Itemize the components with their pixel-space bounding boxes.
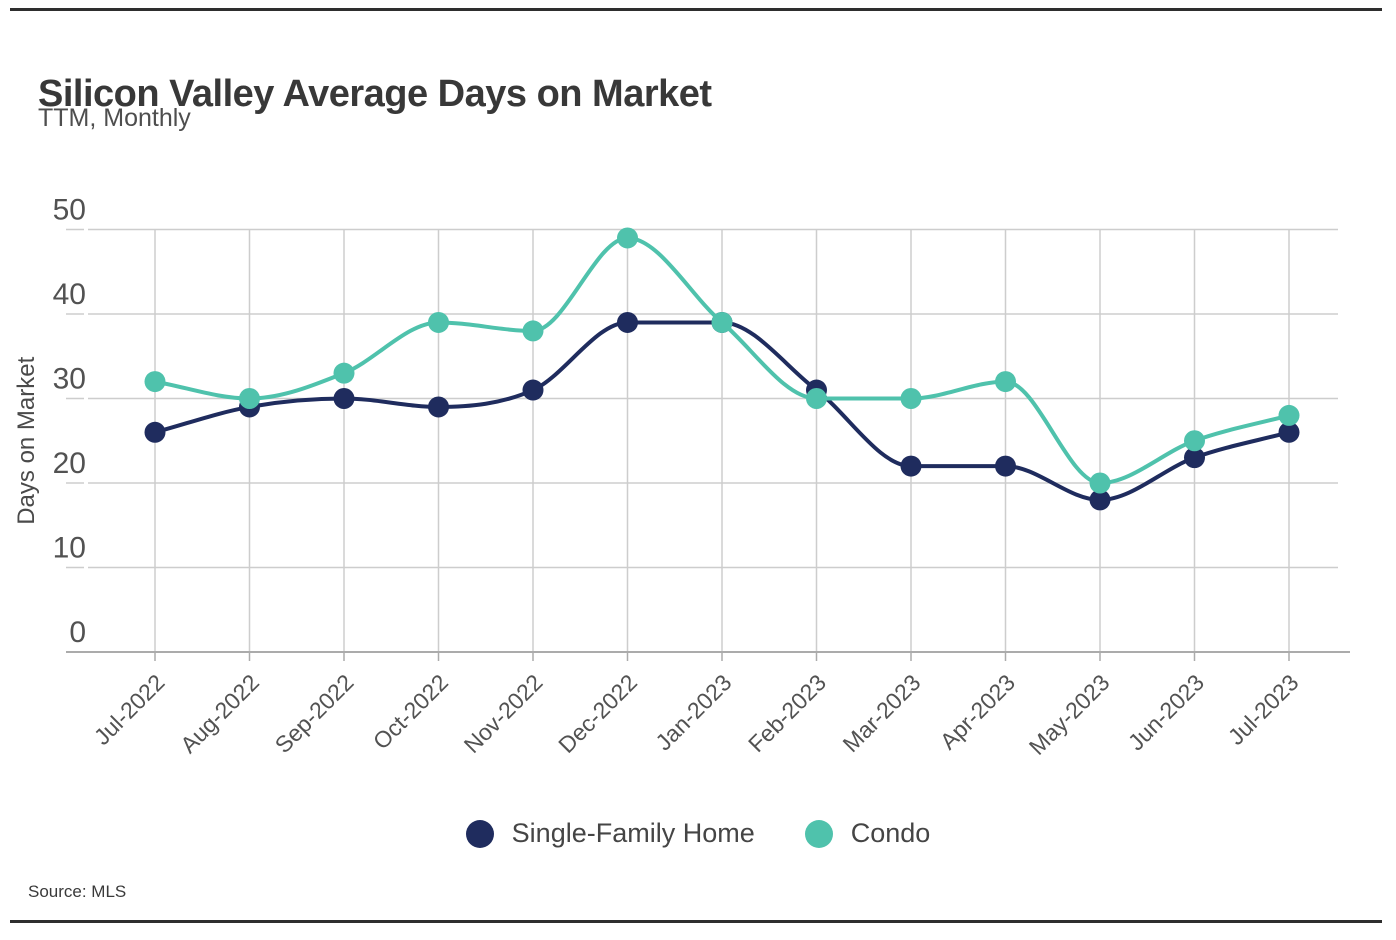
x-tick-label: Mar-2023 <box>838 669 926 757</box>
legend-item-condo: Condo <box>804 818 931 849</box>
data-point-condo <box>144 371 166 393</box>
legend: Single-Family Home Condo <box>0 818 1396 849</box>
x-tick-label: Apr-2023 <box>935 669 1020 754</box>
data-point-single-family-home <box>144 421 166 443</box>
data-point-condo <box>522 320 544 342</box>
y-axis-title: Days on Market <box>13 356 40 524</box>
x-tick-label: Jan-2023 <box>650 669 736 755</box>
legend-dot-single-family-home <box>465 819 494 848</box>
y-tick-label: 0 <box>69 616 86 649</box>
data-point-condo <box>1184 430 1205 452</box>
data-point-single-family-home <box>1089 489 1111 511</box>
x-tick-label: Aug-2022 <box>175 669 264 758</box>
legend-item-single-family-home: Single-Family Home <box>465 818 755 849</box>
data-point-condo <box>806 388 827 409</box>
y-tick-label: 30 <box>53 363 86 396</box>
x-tick-label: Dec-2022 <box>553 669 642 758</box>
data-point-condo <box>333 362 355 384</box>
data-point-condo <box>995 371 1016 393</box>
data-point-single-family-home <box>900 455 922 477</box>
data-point-single-family-home <box>995 455 1016 477</box>
chart-subtitle: TTM, Monthly <box>38 104 191 132</box>
data-point-condo <box>900 388 922 409</box>
x-tick-label: Jun-2023 <box>1123 669 1209 755</box>
x-tick-label: Feb-2023 <box>743 669 831 757</box>
x-tick-label: Oct-2022 <box>368 669 453 754</box>
legend-label-single-family-home: Single-Family Home <box>511 818 755 848</box>
data-point-single-family-home <box>1184 447 1205 469</box>
x-tick-label: Sep-2022 <box>270 669 359 758</box>
y-tick-label: 10 <box>53 532 86 565</box>
data-point-condo <box>711 311 733 333</box>
y-tick-label: 20 <box>53 447 86 480</box>
x-tick-label: Jul-2023 <box>1223 669 1304 750</box>
y-tick-label: 50 <box>53 194 86 227</box>
data-point-single-family-home <box>333 388 355 409</box>
x-tick-label: Jul-2022 <box>89 669 170 750</box>
data-point-single-family-home <box>522 379 544 401</box>
source-note: Source: MLS <box>28 882 127 901</box>
data-point-single-family-home <box>1278 421 1300 443</box>
chart-title: Silicon Valley Average Days on Market <box>38 73 712 116</box>
data-point-single-family-home <box>428 396 449 418</box>
data-point-condo <box>1089 472 1111 494</box>
top-rule <box>10 8 1382 11</box>
data-point-condo <box>428 311 449 333</box>
data-point-single-family-home <box>617 311 638 333</box>
data-point-condo <box>239 388 260 409</box>
data-point-condo <box>1278 404 1300 426</box>
legend-dot-condo <box>804 819 833 848</box>
x-tick-label: Nov-2022 <box>459 669 548 758</box>
y-tick-label: 40 <box>53 278 86 311</box>
data-point-condo <box>617 227 638 249</box>
legend-label-condo: Condo <box>850 818 931 848</box>
x-tick-label: May-2023 <box>1024 669 1115 760</box>
bottom-rule <box>10 920 1382 923</box>
